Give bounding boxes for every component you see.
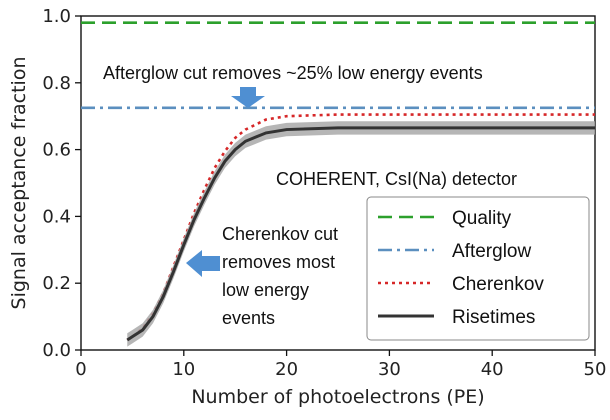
x-tick-label: 30 [378, 359, 401, 380]
axis-ticks: 0 10 20 30 40 50 0.0 0.2 0.4 0.6 0.8 1.0 [42, 6, 606, 380]
x-tick-label: 10 [172, 359, 195, 380]
y-tick-label: 0.2 [42, 273, 71, 294]
x-tick-label: 50 [584, 359, 607, 380]
legend-box [366, 196, 590, 341]
afterglow-note: Afterglow cut removes ~25% low energy ev… [103, 63, 483, 83]
y-tick-label: 0.8 [42, 73, 71, 94]
down-arrow-icon [231, 87, 265, 108]
y-axis-label: Signal acceptance fraction [8, 57, 30, 310]
y-tick-label: 0.0 [42, 340, 71, 361]
legend-label-risetimes: Risetimes [452, 307, 535, 328]
cherenkov-note-line-4: events [222, 308, 275, 328]
cherenkov-note-line-2: removes most [222, 252, 335, 272]
y-tick-label: 0.6 [42, 140, 71, 161]
x-tick-label: 40 [481, 359, 504, 380]
left-arrow-icon [186, 250, 220, 277]
x-tick-label: 20 [275, 359, 298, 380]
y-tick-label: 1.0 [42, 6, 71, 27]
legend-label-quality: Quality [452, 208, 512, 229]
series-group [81, 21, 595, 347]
legend-label-afterglow: Afterglow [452, 241, 531, 262]
legend-label-cherenkov: Cherenkov [452, 274, 544, 295]
cherenkov-note-line-3: low energy [222, 280, 309, 300]
legend: Quality Afterglow Cherenkov Risetimes [366, 196, 590, 341]
plot-area [80, 15, 596, 351]
cherenkov-note-line-1: Cherenkov cut [222, 224, 338, 244]
x-axis-label: Number of photoelectrons (PE) [191, 386, 484, 408]
x-tick-label: 0 [75, 359, 86, 380]
series-risetimes-line [126, 126, 595, 342]
detector-note: COHERENT, CsI(Na) detector [276, 169, 517, 189]
y-tick-label: 0.4 [42, 206, 71, 227]
